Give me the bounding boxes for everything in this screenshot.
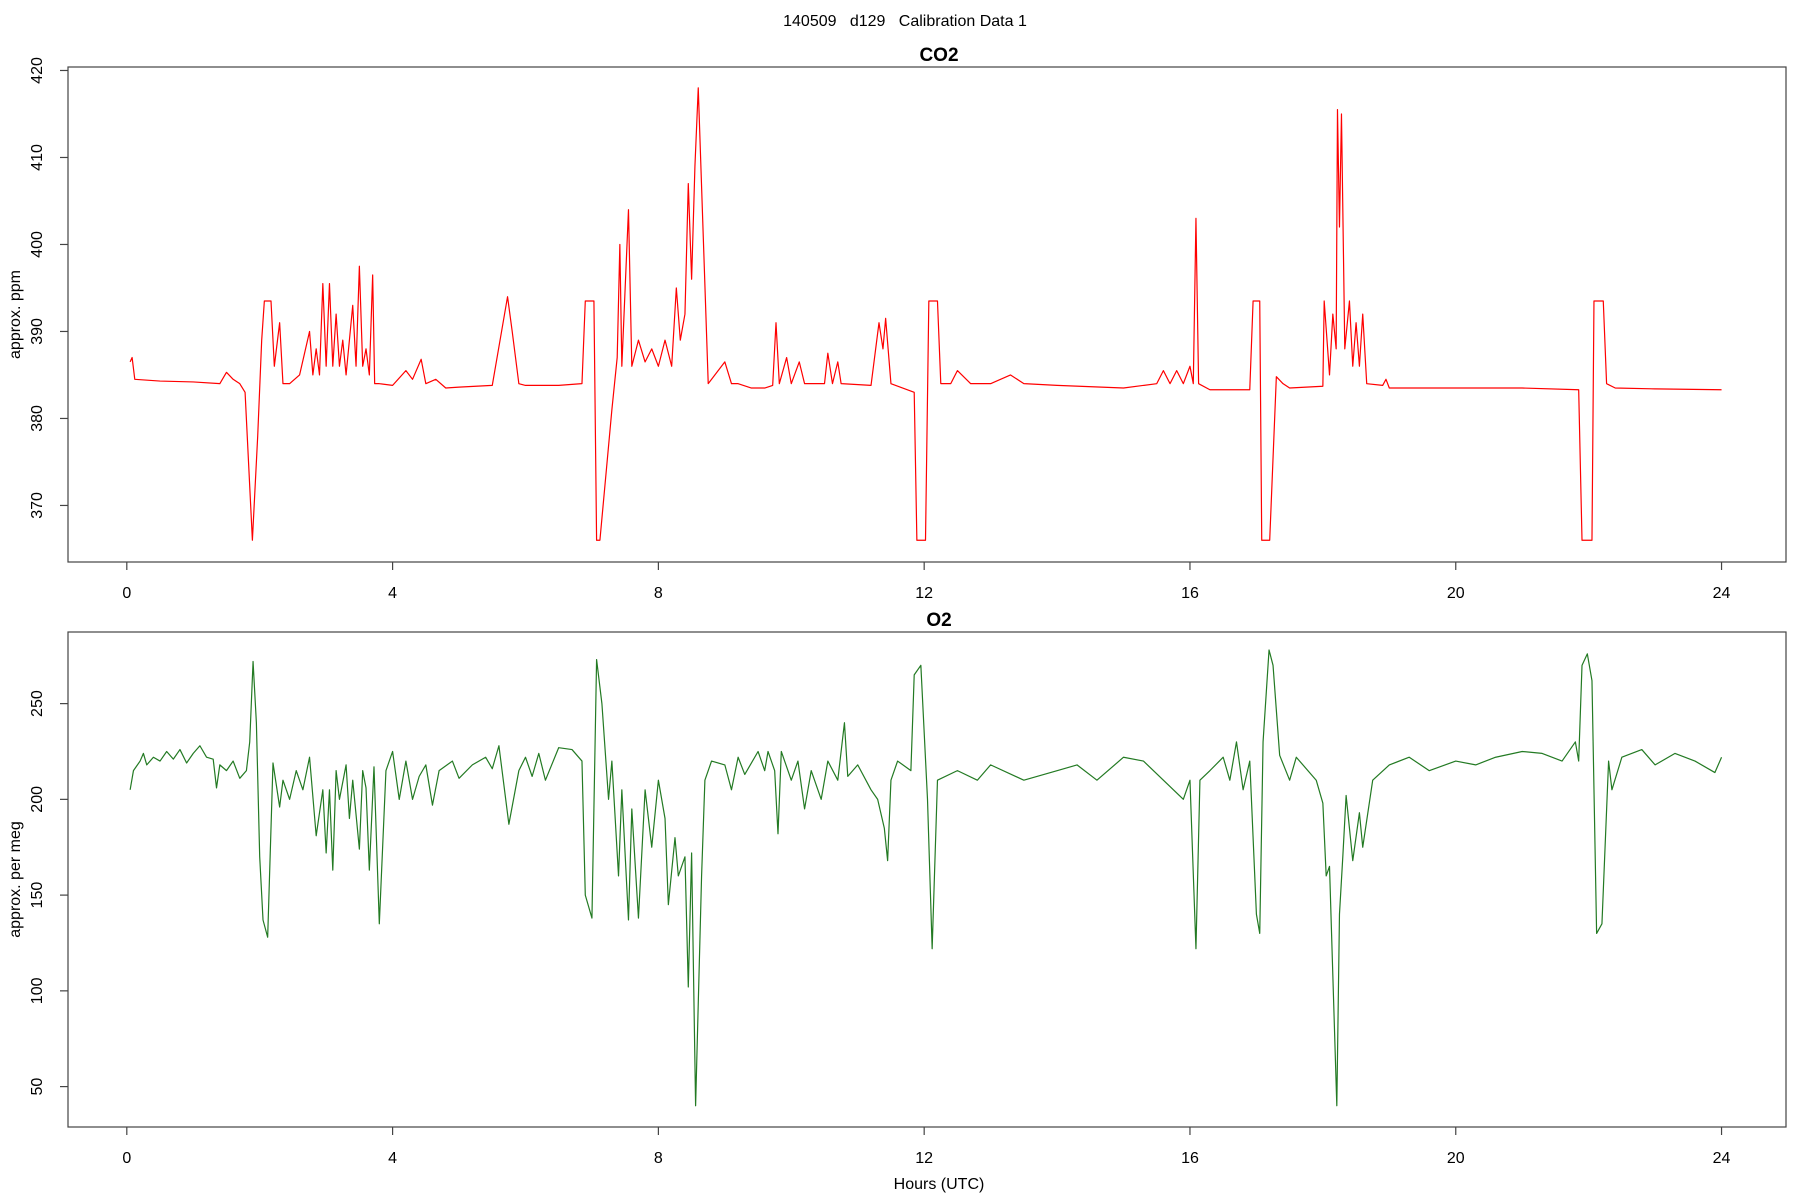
y-tick-label: 380 [29, 405, 46, 432]
y-tick-label: 250 [29, 690, 46, 717]
x-axis-label: Hours (UTC) [894, 1176, 985, 1193]
y-tick-label: 410 [29, 144, 46, 171]
panel-title: O2 [926, 610, 951, 631]
y-tick-label: 400 [29, 231, 46, 258]
data-line [129, 649, 1723, 1107]
plot-frame [67, 66, 1787, 563]
x-tick-label: 4 [388, 1150, 397, 1167]
y-tick-label: 150 [29, 882, 46, 909]
plot-frame [67, 631, 1787, 1128]
x-tick-label: 0 [122, 1150, 131, 1167]
y-tick-label: 100 [29, 977, 46, 1004]
x-tick-label: 24 [1713, 1150, 1731, 1167]
y-tick-label: 200 [29, 786, 46, 813]
panel-title: CO2 [919, 45, 958, 66]
y-tick-label: 420 [29, 57, 46, 84]
x-tick-label: 12 [915, 585, 933, 602]
x-tick-label: 20 [1447, 585, 1465, 602]
x-tick-label: 24 [1713, 585, 1731, 602]
x-tick-label: 4 [388, 585, 397, 602]
x-tick-label: 0 [122, 585, 131, 602]
x-tick-label: 8 [654, 585, 663, 602]
x-tick-label: 12 [915, 1150, 933, 1167]
y-tick-label: 390 [29, 318, 46, 345]
y-tick-label: 370 [29, 492, 46, 519]
x-tick-label: 8 [654, 1150, 663, 1167]
y-tick-label: 50 [29, 1078, 46, 1096]
x-tick-label: 20 [1447, 1150, 1465, 1167]
y-axis-label: approx. ppm [7, 270, 24, 359]
x-tick-label: 16 [1181, 585, 1199, 602]
data-line [129, 87, 1722, 541]
y-axis-label: approx. per meg [7, 821, 24, 938]
figure-title: 140509 d129 Calibration Data 1 [783, 13, 1027, 30]
x-tick-label: 16 [1181, 1150, 1199, 1167]
